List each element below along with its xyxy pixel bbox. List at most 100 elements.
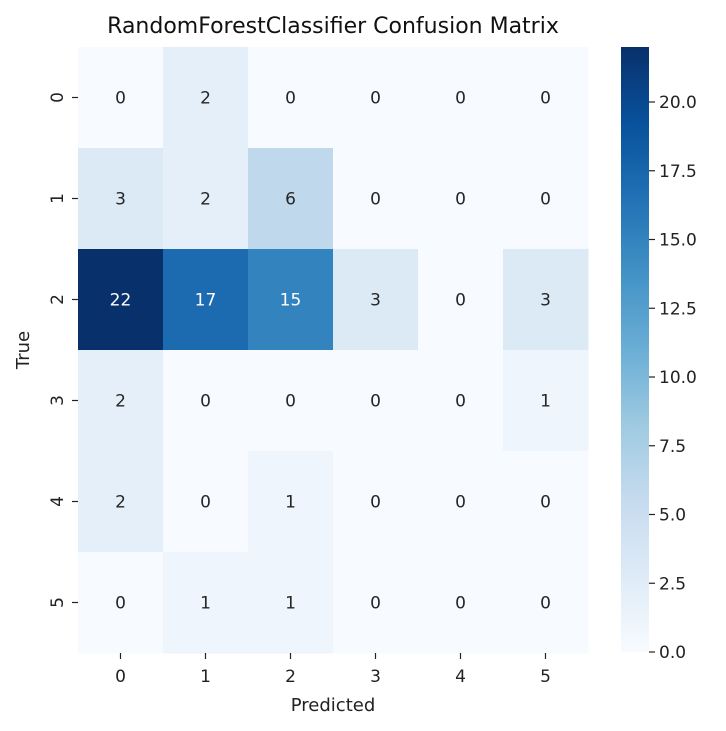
cell-value-label: 0: [370, 89, 381, 109]
heatmap-cell: [163, 552, 249, 654]
x-axis-label: Predicted: [291, 695, 376, 716]
cell-value-label: 1: [200, 594, 211, 614]
heatmap-cell: [248, 451, 334, 553]
heatmap-cell: [248, 148, 334, 250]
cell-value-label: 0: [370, 190, 381, 210]
heatmap-cell: [248, 249, 334, 351]
cell-value-label: 0: [370, 594, 381, 614]
cell-value-label: 6: [285, 190, 296, 210]
colorbar-tick-label: 20.0: [659, 93, 697, 113]
x-tick-label: 2: [285, 667, 296, 687]
heatmap-cell: [78, 249, 164, 351]
cell-value-label: 0: [370, 493, 381, 513]
x-tick-label: 0: [115, 667, 126, 687]
colorbar-tick-label: 17.5: [659, 162, 697, 182]
colorbar-tick-label: 2.5: [659, 574, 686, 594]
heatmap-cell: [503, 451, 589, 553]
heatmap-cell: [418, 350, 504, 452]
heatmap-cell: [248, 47, 334, 149]
y-axis-label: True: [13, 331, 34, 370]
cell-value-label: 0: [540, 190, 551, 210]
heatmap-cell: [418, 451, 504, 553]
heatmap-cell: [503, 47, 589, 149]
cell-value-label: 3: [115, 190, 126, 210]
colorbar-tick-label: 10.0: [659, 368, 697, 388]
y-tick-label: 3: [48, 395, 68, 406]
heatmap-cell: [333, 148, 419, 250]
cell-value-label: 0: [200, 493, 211, 513]
y-tick-label: 5: [48, 597, 68, 608]
heatmap-cell: [503, 148, 589, 250]
cell-value-label: 0: [455, 89, 466, 109]
cell-value-label: 2: [200, 190, 211, 210]
heatmap-cell: [78, 148, 164, 250]
cell-value-label: 1: [285, 594, 296, 614]
colorbar-tick-label: 12.5: [659, 299, 697, 319]
cell-value-label: 2: [115, 493, 126, 513]
cell-value-label: 0: [455, 291, 466, 311]
heatmap-cell: [333, 552, 419, 654]
heatmap-cell: [503, 552, 589, 654]
heatmap-cell: [418, 47, 504, 149]
colorbar-tick-label: 0.0: [659, 643, 686, 663]
cell-value-label: 0: [540, 89, 551, 109]
heatmap-cell: [78, 350, 164, 452]
heatmap-cell: [333, 451, 419, 553]
cell-value-label: 0: [540, 594, 551, 614]
cell-value-label: 22: [110, 291, 132, 311]
chart-title: RandomForestClassifier Confusion Matrix: [107, 14, 559, 39]
heatmap-cell: [418, 249, 504, 351]
x-tick-label: 1: [200, 667, 211, 687]
heatmap-cell: [333, 249, 419, 351]
x-tick-label: 3: [370, 667, 381, 687]
x-tick-label: 5: [540, 667, 551, 687]
heatmap-cells: [78, 47, 589, 654]
y-axis-ticks: 0 1 2 3 4 5: [48, 92, 78, 608]
cell-value-label: 15: [280, 291, 302, 311]
cell-value-label: 3: [540, 291, 551, 311]
heatmap-cell: [503, 249, 589, 351]
y-tick-label: 0: [48, 92, 68, 103]
colorbar: 0.0 2.5 5.0 7.5 10.0 12.5 15.0 17.5 20.0: [621, 47, 697, 663]
y-tick-label: 4: [48, 496, 68, 507]
heatmap-cell: [163, 350, 249, 452]
cell-value-label: 0: [115, 594, 126, 614]
cell-value-label: 0: [540, 493, 551, 513]
colorbar-tick-label: 15.0: [659, 231, 697, 251]
heatmap-cell: [78, 552, 164, 654]
heatmap-cell: [248, 350, 334, 452]
cell-value-label: 3: [370, 291, 381, 311]
cell-value-label: 1: [285, 493, 296, 513]
heatmap-cell: [248, 552, 334, 654]
heatmap-cell: [503, 350, 589, 452]
heatmap-cell: [418, 552, 504, 654]
heatmap-cell-labels: 0 2 0 0 0 0 3 2 6 0 0 0 22 17 15 3 0 3 2 0 0 0 0 1 2 0 1 0 0 0 0 1 1 0 0 0: [110, 89, 551, 614]
heatmap-cell: [78, 451, 164, 553]
y-tick-label: 1: [48, 193, 68, 204]
cell-value-label: 0: [285, 89, 296, 109]
cell-value-label: 0: [455, 190, 466, 210]
cell-value-label: 17: [195, 291, 217, 311]
colorbar-gradient: [621, 47, 649, 652]
cell-value-label: 2: [115, 392, 126, 412]
cell-value-label: 0: [455, 594, 466, 614]
cell-value-label: 2: [200, 89, 211, 109]
heatmap-cell: [163, 47, 249, 149]
x-tick-label: 4: [455, 667, 466, 687]
cell-value-label: 1: [540, 392, 551, 412]
y-tick-label: 2: [48, 294, 68, 305]
heatmap-cell: [163, 148, 249, 250]
heatmap-cell: [78, 47, 164, 149]
cell-value-label: 0: [370, 392, 381, 412]
cell-value-label: 0: [455, 392, 466, 412]
cell-value-label: 0: [200, 392, 211, 412]
heatmap-cell: [418, 148, 504, 250]
cell-value-label: 0: [455, 493, 466, 513]
cell-value-label: 0: [115, 89, 126, 109]
cell-value-label: 0: [285, 392, 296, 412]
heatmap-cell: [333, 47, 419, 149]
colorbar-tick-label: 5.0: [659, 506, 686, 526]
heatmap-cell: [163, 451, 249, 553]
colorbar-tick-label: 7.5: [659, 437, 686, 457]
